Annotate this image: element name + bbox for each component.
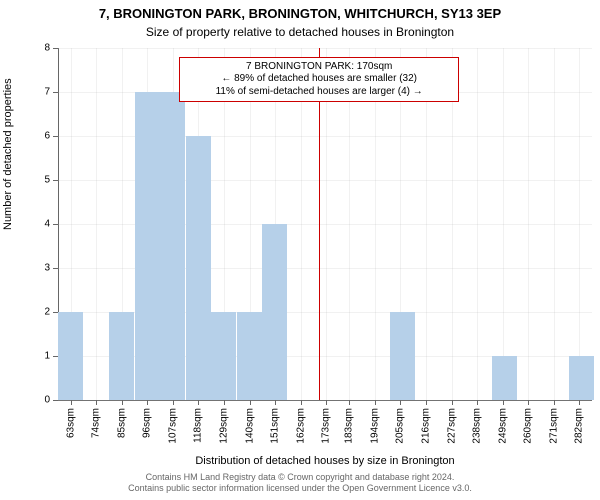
ytick-mark — [53, 48, 58, 49]
chart-title: 7, BRONINGTON PARK, BRONINGTON, WHITCHUR… — [0, 6, 600, 21]
ytick-mark — [53, 224, 58, 225]
xtick-mark — [301, 400, 302, 405]
ytick-label: 6 — [30, 131, 50, 142]
ytick-mark — [53, 92, 58, 93]
gridline-v — [477, 48, 478, 400]
xtick-mark — [503, 400, 504, 405]
xtick-label: 96sqm — [142, 408, 153, 438]
x-axis-label: Distribution of detached houses by size … — [58, 455, 592, 467]
ytick-label: 8 — [30, 43, 50, 54]
ytick-mark — [53, 400, 58, 401]
histogram-bar — [135, 92, 160, 400]
gridline-h — [58, 48, 592, 49]
xtick-mark — [477, 400, 478, 405]
histogram-bar — [262, 224, 287, 400]
gridline-v — [503, 48, 504, 400]
xtick-label: 238sqm — [472, 408, 483, 444]
xtick-mark — [579, 400, 580, 405]
xtick-mark — [71, 400, 72, 405]
histogram-bar — [160, 92, 185, 400]
xtick-label: 107sqm — [167, 408, 178, 444]
histogram-bar — [237, 312, 262, 400]
histogram-bar — [109, 312, 134, 400]
xtick-mark — [349, 400, 350, 405]
xtick-mark — [426, 400, 427, 405]
ytick-label: 1 — [30, 351, 50, 362]
gridline-v — [528, 48, 529, 400]
histogram-bar — [211, 312, 236, 400]
xtick-label: 271sqm — [548, 408, 559, 444]
xtick-mark — [173, 400, 174, 405]
xtick-label: 173sqm — [321, 408, 332, 444]
xtick-mark — [326, 400, 327, 405]
xtick-mark — [275, 400, 276, 405]
xtick-label: 194sqm — [369, 408, 380, 444]
y-axis-label: Number of detached properties — [2, 214, 14, 230]
xtick-label: 85sqm — [116, 408, 127, 438]
gridline-v — [554, 48, 555, 400]
annotation-line: 11% of semi-detached houses are larger (… — [186, 86, 452, 99]
ytick-mark — [53, 136, 58, 137]
xtick-label: 249sqm — [497, 408, 508, 444]
xtick-label: 140sqm — [244, 408, 255, 444]
chart-figure: 7, BRONINGTON PARK, BRONINGTON, WHITCHUR… — [0, 0, 600, 500]
xtick-mark — [400, 400, 401, 405]
chart-subtitle: Size of property relative to detached ho… — [0, 25, 600, 39]
xtick-mark — [375, 400, 376, 405]
chart-footer: Contains HM Land Registry data © Crown c… — [0, 472, 600, 494]
gridline-v — [96, 48, 97, 400]
xtick-mark — [554, 400, 555, 405]
xtick-label: 63sqm — [65, 408, 76, 438]
xtick-label: 118sqm — [193, 408, 204, 443]
xtick-label: 183sqm — [344, 408, 355, 444]
annotation-line: 7 BRONINGTON PARK: 170sqm — [186, 61, 452, 74]
histogram-bar — [390, 312, 415, 400]
xtick-label: 129sqm — [219, 408, 230, 444]
xtick-label: 162sqm — [295, 408, 306, 444]
ytick-label: 0 — [30, 395, 50, 406]
histogram-bar — [492, 356, 517, 400]
xtick-mark — [528, 400, 529, 405]
xtick-label: 74sqm — [91, 408, 102, 438]
ytick-label: 5 — [30, 175, 50, 186]
ytick-label: 4 — [30, 219, 50, 230]
xtick-mark — [250, 400, 251, 405]
footer-line: Contains public sector information licen… — [0, 483, 600, 494]
xtick-label: 205sqm — [395, 408, 406, 444]
ytick-label: 3 — [30, 263, 50, 274]
ytick-mark — [53, 180, 58, 181]
xtick-mark — [96, 400, 97, 405]
xtick-label: 151sqm — [270, 408, 281, 444]
gridline-h — [58, 400, 592, 401]
annotation-box: 7 BRONINGTON PARK: 170sqm← 89% of detach… — [179, 57, 459, 103]
ytick-label: 7 — [30, 87, 50, 98]
xtick-mark — [198, 400, 199, 405]
xtick-label: 227sqm — [446, 408, 457, 444]
ytick-mark — [53, 268, 58, 269]
gridline-v — [579, 48, 580, 400]
xtick-mark — [452, 400, 453, 405]
footer-line: Contains HM Land Registry data © Crown c… — [0, 472, 600, 483]
xtick-mark — [224, 400, 225, 405]
ytick-label: 2 — [30, 307, 50, 318]
xtick-label: 282sqm — [574, 408, 585, 444]
annotation-line: ← 89% of detached houses are smaller (32… — [186, 73, 452, 86]
xtick-label: 216sqm — [420, 408, 431, 444]
xtick-label: 260sqm — [523, 408, 534, 444]
histogram-bar — [569, 356, 594, 400]
xtick-mark — [147, 400, 148, 405]
histogram-bar — [58, 312, 83, 400]
histogram-bar — [186, 136, 211, 400]
xtick-mark — [122, 400, 123, 405]
